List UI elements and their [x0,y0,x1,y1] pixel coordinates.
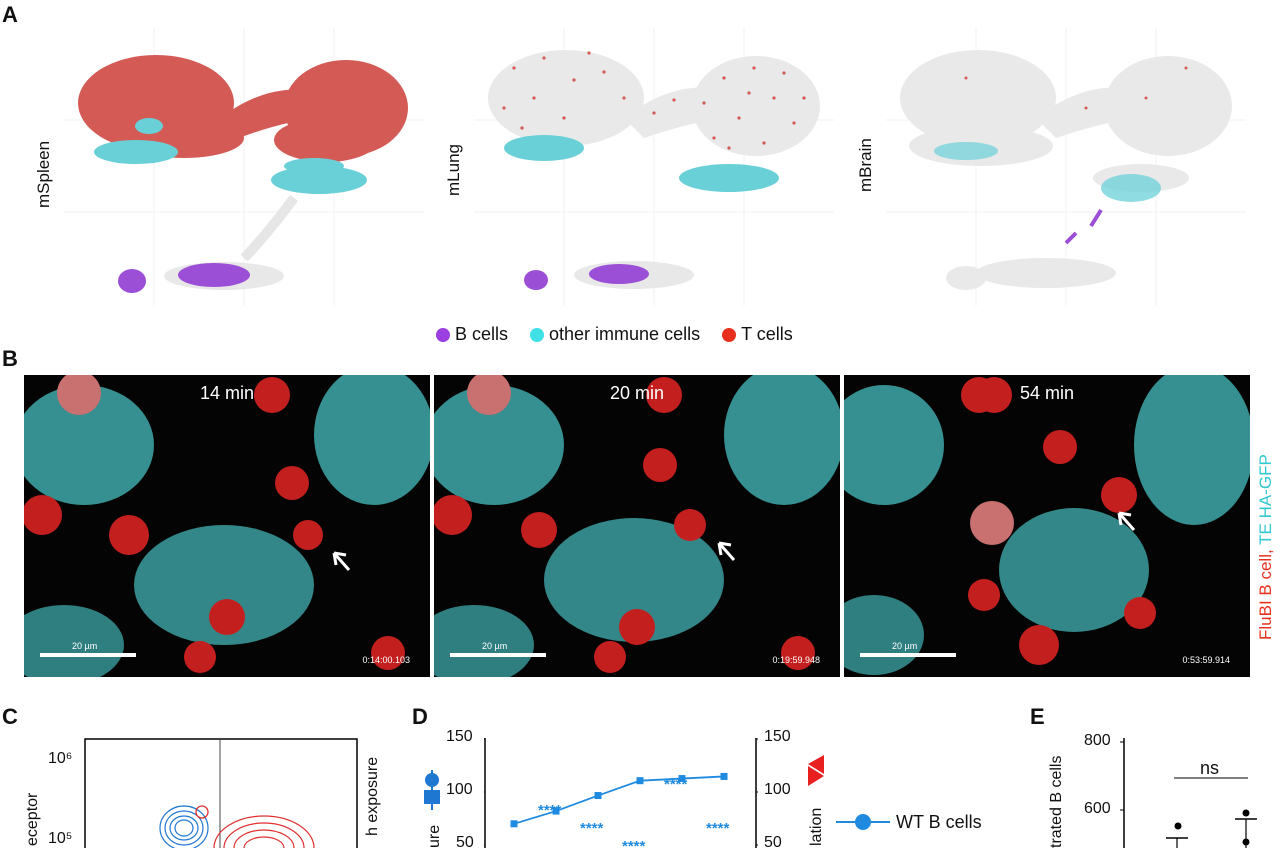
ns-label: ns [1200,758,1220,778]
microscopy-frame-54min: 54 min 20 µm 0:53:59.914 [844,375,1250,677]
microscopy-frame-20min: 20 min 20 µm 0:19:59.948 [434,375,840,677]
legend-item-t-cells: T cells [722,324,793,345]
panel-label-e: E [1030,704,1045,729]
scale-bar-label: 20 µm [892,641,918,651]
microscopy-frame-14min: 14 min 20 µm 0:14:00.103 [24,375,430,677]
panel-d-legend-label: WT B cells [896,812,982,832]
legend-dot-icon [530,327,545,342]
scale-bar-label: 20 µm [72,641,98,651]
data-point [510,820,518,828]
significance-label: **** [622,838,646,855]
data-point [720,772,728,780]
microscopy-channel-label: FluBI B cell, TE HA-GFP [1256,454,1275,640]
legend-item-other: other immune cells [530,324,700,345]
wt-b-cells-line [513,775,725,825]
legend-dot-icon [436,327,450,342]
microscopy-image [24,375,430,677]
panel-e-ylabel: trated B cells [1048,755,1065,848]
arrow-icon [717,541,736,561]
panel-c-right-label: h exposure [364,756,381,836]
timepoint-label: 20 min [609,383,665,403]
panel-label-b: B [2,346,18,371]
bcell-cluster-right [178,263,250,287]
panel-d-right-tick-150: 150 [764,728,791,745]
timestamp: 0:19:59.948 [772,655,820,665]
timestamp: 0:53:59.914 [1182,655,1230,665]
panel-label-c: C [2,704,18,729]
red-triangle-marker-icon [808,755,824,786]
cell-type-legend: B cells other immune cells T cells [436,324,793,345]
panel-d-plot [484,738,758,848]
umap-label-spleen: mSpleen [34,140,53,208]
panel-d-left-tick-50: 50 [456,834,474,851]
panel-c-tick-1e6: 10⁶ [48,750,73,767]
umap-lung [474,28,834,306]
significance-label: **** [580,820,604,837]
legend-item-b-cells: B cells [436,324,508,345]
microscopy-image [434,375,840,677]
panel-d-left-ylabel: ure [426,824,443,848]
arrow-icon [1117,511,1136,531]
bcell-cluster-left [118,269,146,293]
panel-d-series-markers-icon [424,770,440,810]
panel-e-tick-600: 600 [1084,800,1111,817]
panel-c-tick-1e5: 10⁵ [48,830,73,847]
legend-dot-icon [722,327,737,342]
other-cluster-left [94,140,178,164]
panel-e-plot [1120,738,1257,848]
panel-label-a: A [2,2,18,27]
umap-brain [886,28,1246,306]
umap-label-brain: mBrain [856,138,875,192]
significance-label: **** [538,802,562,819]
scale-bar [860,653,956,657]
data-point [594,792,602,800]
scale-bar [450,653,546,657]
timepoint-label: 14 min [199,383,255,403]
other-cluster-right [271,166,367,194]
panel-c-contour-plot [84,738,358,848]
data-point [636,777,644,785]
data-point [552,807,560,815]
legend-line-marker-icon [836,814,890,830]
umap-spleen [64,28,424,306]
timepoint-label: 54 min [1019,383,1075,403]
panel-d-left-tick-100: 100 [446,781,473,798]
arrow-icon [332,551,351,571]
panel-d-right-ylabel: lation [808,807,825,846]
data-point [678,775,686,783]
significance-label: **** [664,776,688,793]
microscopy-image [844,375,1250,675]
scale-bar [40,653,136,657]
panel-e-tick-800: 800 [1084,732,1111,749]
panel-d-right-tick-100: 100 [764,781,791,798]
panel-label-d: D [412,704,428,729]
scale-bar-label: 20 µm [482,641,508,651]
umap-label-lung: mLung [444,144,463,196]
panel-d-left-tick-150: 150 [446,728,473,745]
significance-label: **** [706,820,730,837]
timestamp: 0:14:00.103 [362,655,410,665]
panel-d-right-tick-50: 50 [764,834,782,851]
panel-c-ylabel: eceptor [24,792,41,846]
